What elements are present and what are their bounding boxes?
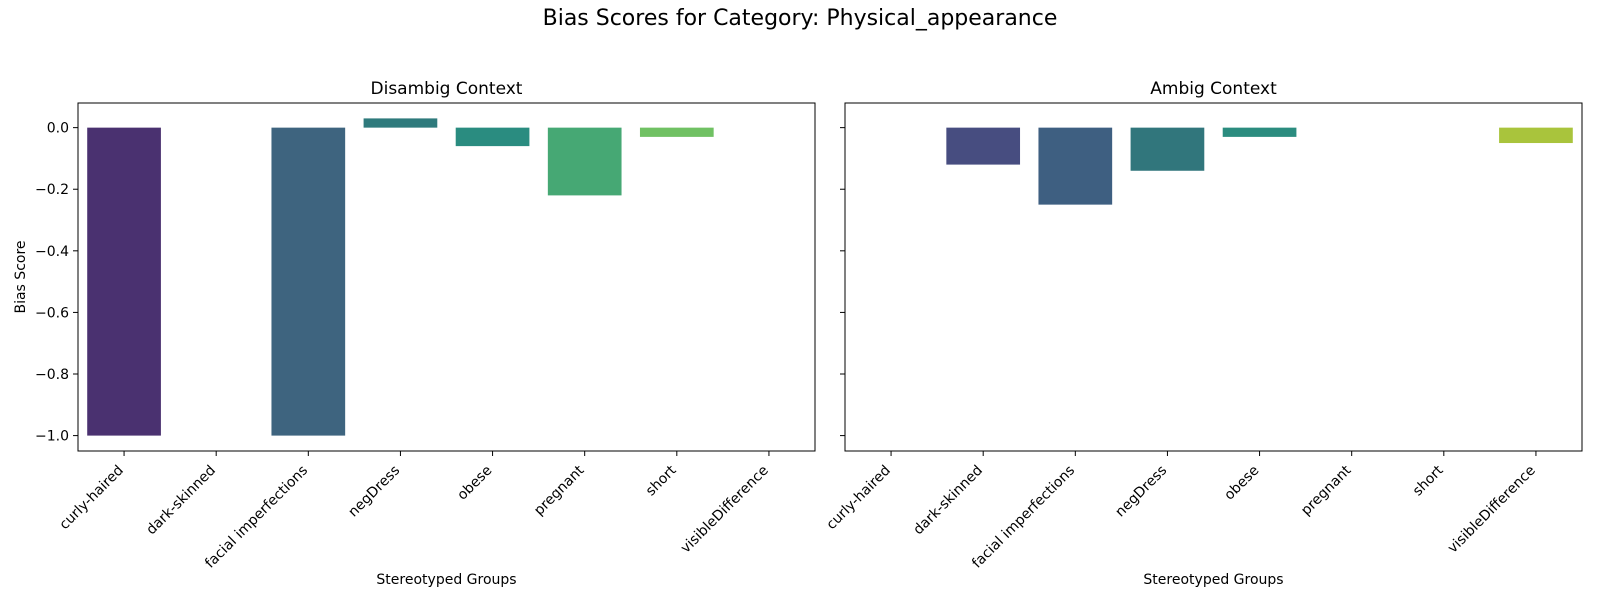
bar-obese [455, 127, 530, 147]
x-tick-label: curly-haired [823, 463, 893, 533]
y-tick-label: −0.8 [35, 367, 69, 383]
subplot-title: Disambig Context [371, 79, 523, 99]
y-tick-label: −0.4 [35, 244, 69, 260]
bar-dark-skinned [946, 127, 1021, 165]
y-tick-label: −0.6 [35, 305, 69, 321]
bar-short [639, 127, 714, 137]
bar-curly-haired [87, 127, 161, 436]
x-tick-label: negDress [1112, 463, 1170, 521]
y-tick-label: 0.0 [47, 121, 69, 137]
bar-visibleDifference [1499, 127, 1573, 144]
subplot-title: Ambig Context [1150, 79, 1277, 99]
figure-title: Bias Scores for Category: Physical_appea… [542, 6, 1058, 31]
x-tick-label: dark-skinned [143, 463, 219, 539]
bar-facial-imperfections [1038, 127, 1113, 205]
x-tick-label: negDress [345, 463, 403, 521]
x-tick-label: obese [1221, 463, 1262, 504]
x-tick-label: curly-haired [56, 463, 126, 533]
x-tick-label: pregnant [531, 462, 588, 519]
x-tick-label: short [1410, 462, 1447, 499]
bar-facial-imperfections [271, 127, 346, 436]
x-tick-label: visibleDifference [678, 463, 772, 557]
axes-frame [844, 102, 1583, 452]
x-tick-label: facial imperfections [969, 463, 1078, 572]
x-tick-label: dark-skinned [910, 463, 986, 539]
axes-frame [77, 102, 816, 452]
x-tick-label: obese [454, 463, 495, 504]
x-tick-label: visibleDifference [1445, 463, 1539, 557]
bar-obese [1222, 127, 1297, 137]
y-axis-label: Bias Score [13, 240, 29, 313]
x-tick-label: pregnant [1298, 462, 1355, 519]
subplot-1: 0.0 −0.2 −0.4 −0.6 −0.8 −1.0 curly-haired dark-… [13, 79, 816, 588]
x-tick-label: facial imperfections [202, 463, 311, 572]
x-axis-label: Stereotyped Groups [1143, 572, 1283, 588]
bar-negDress [363, 118, 438, 128]
y-tick-label: −1.0 [35, 429, 69, 445]
bar-negDress [1130, 127, 1205, 171]
y-tick-label: −0.2 [35, 182, 69, 198]
bar-pregnant [547, 127, 622, 196]
x-tick-label: short [643, 462, 680, 499]
x-axis-label: Stereotyped Groups [376, 572, 516, 588]
